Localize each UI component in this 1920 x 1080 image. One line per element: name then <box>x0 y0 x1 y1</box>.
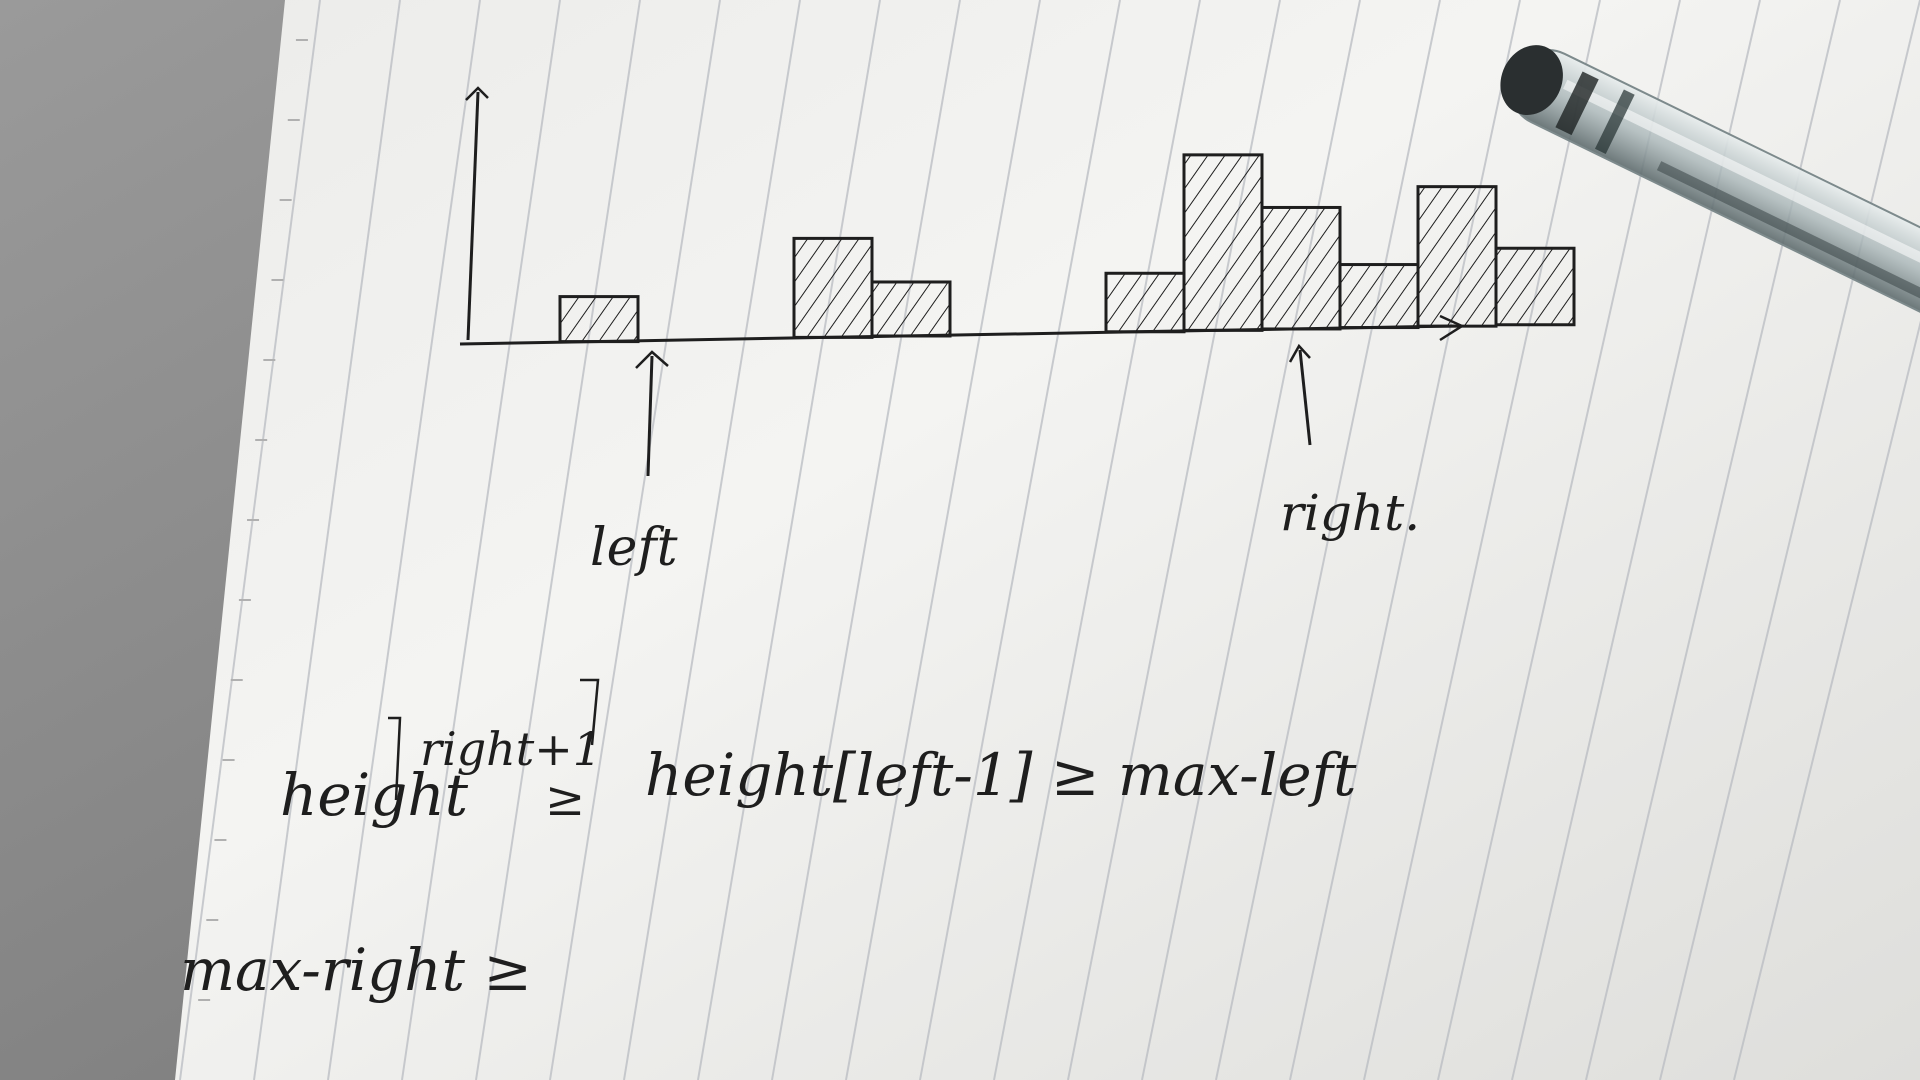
histogram-bar <box>1106 273 1184 332</box>
histogram-bar <box>1418 187 1496 326</box>
right-label: right. <box>1280 484 1420 542</box>
histogram-bar <box>872 282 950 336</box>
histogram-bar <box>1340 265 1418 328</box>
max-right-expression: max-right ≥ <box>180 936 532 1004</box>
lhs-index: right+1 <box>420 722 602 776</box>
histogram-bar <box>1262 207 1340 329</box>
histogram-bar <box>1184 155 1262 331</box>
histogram-bar <box>560 297 638 342</box>
relation-symbol: ≥ <box>545 771 585 827</box>
equation-line-2: max-right ≥ <box>180 936 532 1004</box>
histogram-bar <box>794 238 872 337</box>
left-label: left <box>590 518 678 578</box>
histogram-bar <box>1496 248 1574 324</box>
rhs-expression: height[left-1] ≥ max-left <box>645 741 1357 809</box>
